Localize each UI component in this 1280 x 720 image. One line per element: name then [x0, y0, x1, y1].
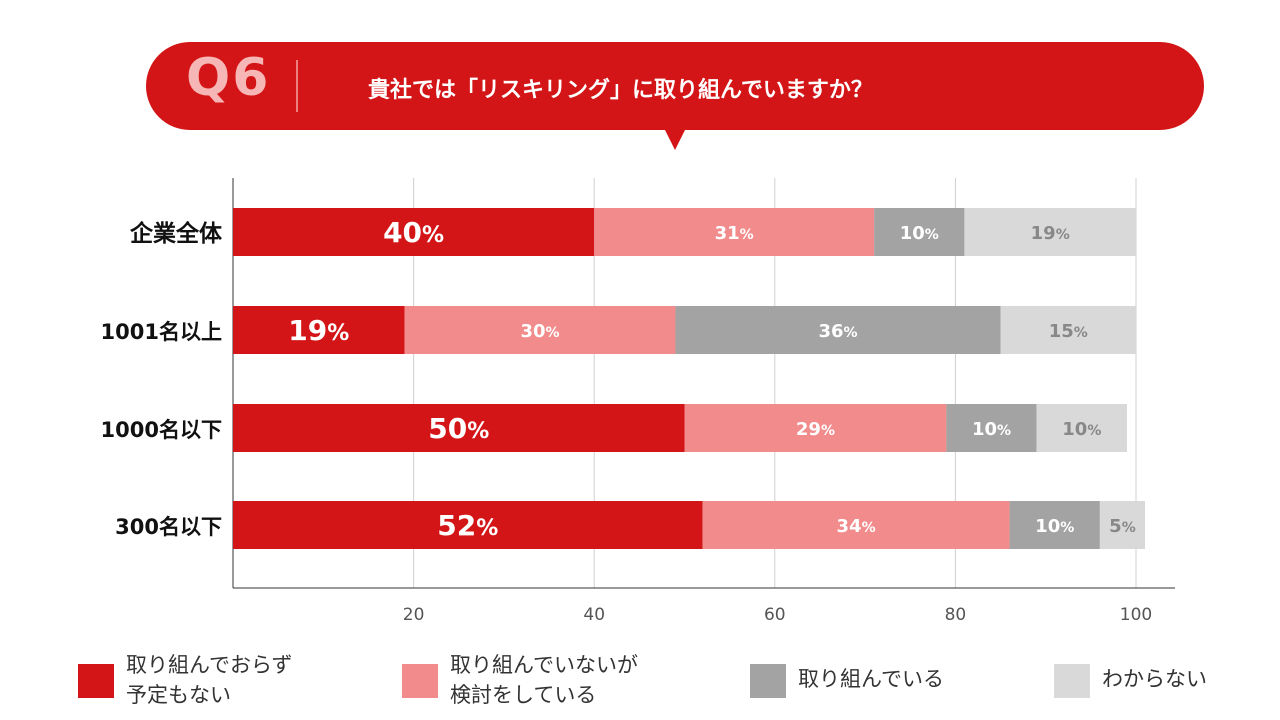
legend-label-considering-line1: 取り組んでいないが	[450, 653, 638, 677]
bar-label-2-series-2: 10%	[972, 419, 1011, 440]
bar-3-series-1	[702, 501, 1010, 549]
question-title: 貴社では「リスキリング」に取り組んでいますか？	[368, 78, 873, 103]
category-label-0: 企業全体	[129, 220, 223, 247]
legend-swatch-considering	[402, 664, 438, 698]
legend-label-not-planned-line1: 取り組んでおらず	[126, 653, 293, 677]
banner-divider	[296, 60, 298, 112]
bar-label-2-series-0: 50%	[428, 412, 489, 445]
question-banner: Q6 貴社では「リスキリング」に取り組んでいますか？	[146, 42, 1204, 150]
legend-swatch-unknown	[1054, 664, 1090, 698]
bar-label-3-series-0: 52%	[437, 509, 498, 542]
x-tick-label-40: 40	[583, 605, 605, 625]
bar-3-series-2	[1009, 501, 1100, 549]
bar-1-series-2	[675, 306, 1001, 354]
category-label-2: 1000名以下	[101, 418, 222, 442]
bar-label-3-series-1: 34%	[837, 516, 876, 537]
x-tick-label-20: 20	[403, 605, 425, 625]
legend-label-considering-line2: 検討をしている	[450, 683, 597, 707]
bar-label-3-series-2: 10%	[1035, 516, 1074, 537]
question-number: Q6	[186, 48, 271, 108]
legend-swatch-not-planned	[78, 664, 114, 698]
x-tick-label-80: 80	[945, 605, 967, 625]
bar-label-2-series-3: 10%	[1062, 419, 1101, 440]
banner-pointer	[664, 128, 686, 150]
legend-label-unknown: わからない	[1102, 667, 1207, 691]
bar-label-1-series-3: 15%	[1049, 321, 1088, 342]
bar-0-series-2	[874, 208, 965, 256]
legend-label-doing: 取り組んでいる	[798, 667, 944, 691]
legend-label-not-planned-line2: 予定もない	[126, 683, 231, 707]
category-label-3: 300名以下	[115, 515, 222, 539]
x-tick-label-100: 100	[1120, 605, 1152, 625]
bar-2-series-1	[684, 404, 947, 452]
bar-1-series-3	[1000, 306, 1136, 354]
bar-label-0-series-2: 10%	[900, 223, 939, 244]
bar-2-series-0	[233, 404, 685, 452]
stacked-bar-chart: 20 40 60 80 100 企業全体 1001名以上 1000名以下 300名以下 40% 31…	[101, 178, 1175, 625]
bar-label-0-series-1: 31%	[715, 223, 754, 244]
bar-2-series-2	[946, 404, 1037, 452]
bar-label-1-series-1: 30%	[520, 321, 559, 342]
bar-label-3-series-3: 5%	[1109, 516, 1136, 537]
bar-label-1-series-2: 36%	[818, 321, 857, 342]
bar-0-series-1	[594, 208, 875, 256]
bar-3-series-3	[1099, 501, 1146, 549]
bar-2-series-3	[1036, 404, 1127, 452]
bar-label-0-series-0: 40%	[383, 216, 444, 249]
legend-swatch-doing	[750, 664, 786, 698]
bar-label-2-series-1: 29%	[796, 419, 835, 440]
bar-0-series-3	[964, 208, 1136, 256]
bar-3-series-0	[233, 501, 703, 549]
bar-label-0-series-3: 19%	[1031, 223, 1070, 244]
bar-0-series-0	[233, 208, 595, 256]
bar-1-series-1	[404, 306, 676, 354]
x-tick-label-60: 60	[764, 605, 786, 625]
bar-1-series-0	[233, 306, 405, 354]
bar-label-1-series-0: 19%	[288, 314, 349, 347]
category-label-1: 1001名以上	[101, 320, 222, 344]
